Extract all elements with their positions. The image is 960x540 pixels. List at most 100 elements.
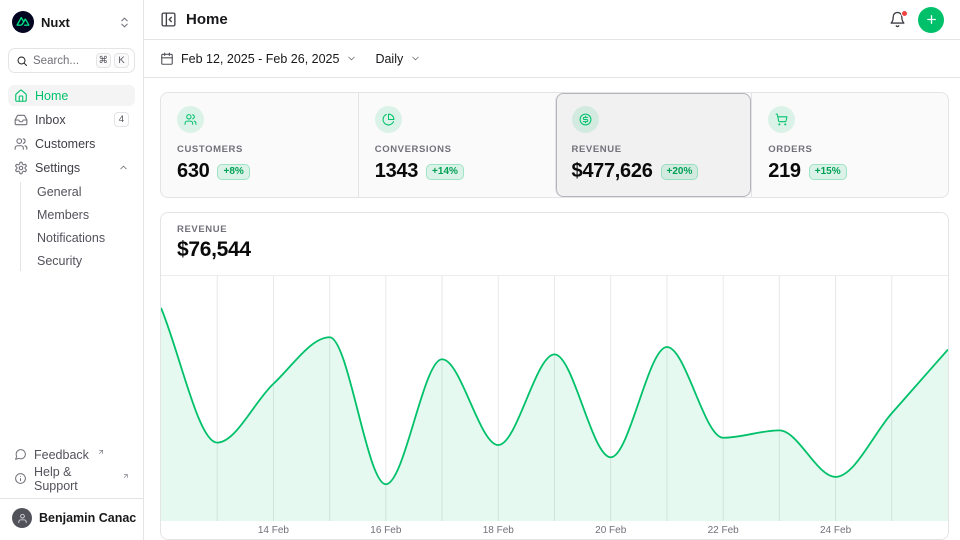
- x-axis-tick: 14 Feb: [257, 525, 289, 536]
- stat-card-revenue[interactable]: REVENUE $477,626 +20%: [554, 93, 752, 197]
- chat-bubble-icon: [15, 449, 26, 460]
- avatar: [12, 508, 32, 528]
- kbd-cmd: ⌘: [95, 53, 111, 68]
- sidebar-item-label: Members: [37, 208, 90, 222]
- side-link-label: Feedback: [34, 447, 89, 462]
- chevron-down-icon: [348, 56, 356, 61]
- date-range-label: Feb 12, 2025 - Feb 26, 2025: [181, 51, 340, 66]
- stat-value: 630: [177, 160, 210, 182]
- pie-chart-icon: [374, 106, 402, 133]
- sidebar-item-customers[interactable]: Customers: [8, 133, 135, 154]
- chart-title: REVENUE: [177, 224, 228, 235]
- stat-value: $477,626: [571, 160, 653, 182]
- search-icon: [17, 56, 27, 66]
- dollar-circle-icon: [571, 106, 599, 133]
- sidebar-item-label: General: [37, 185, 82, 199]
- info-circle-icon: [15, 473, 26, 484]
- sidebar-item-home[interactable]: Home: [8, 85, 135, 106]
- x-axis-tick: 22 Feb: [707, 525, 739, 536]
- period-label: Daily: [375, 51, 404, 66]
- help-support-link[interactable]: Help & Support: [8, 465, 135, 493]
- search-input[interactable]: Search... ⌘ K: [8, 48, 135, 73]
- calendar-icon: [161, 52, 173, 65]
- x-axis-tick: 16 Feb: [370, 525, 402, 536]
- stat-value: 219: [768, 160, 801, 182]
- sidebar-item-label: Inbox: [35, 112, 66, 127]
- search-placeholder: Search...: [33, 54, 80, 67]
- change-badge: +8%: [217, 163, 250, 180]
- chart-current-value: $76,544: [177, 238, 251, 261]
- workspace-switcher[interactable]: Nuxt: [8, 8, 135, 36]
- chevron-down-icon: [412, 56, 419, 61]
- stat-label: REVENUE: [571, 144, 622, 155]
- period-select[interactable]: Daily: [375, 52, 421, 66]
- sidebar-footer-links: Feedback Help & Support: [8, 444, 135, 493]
- stat-card-orders[interactable]: ORDERS 219 +15%: [751, 93, 948, 197]
- stat-card-conversions[interactable]: CONVERSIONS 1343 +14%: [357, 93, 555, 197]
- change-badge: +20%: [660, 163, 699, 180]
- page-header: Home: [144, 0, 960, 40]
- bell-icon: [890, 11, 905, 28]
- user-name: Benjamin Canac: [39, 511, 137, 525]
- x-axis-tick: 18 Feb: [482, 525, 514, 536]
- shopping-cart-icon: [768, 106, 796, 133]
- revenue-area-chart[interactable]: [161, 275, 948, 521]
- settings-children: General Members Notifications Security: [20, 182, 135, 271]
- sidebar-item-security[interactable]: Security: [31, 251, 135, 271]
- sidebar-item-notifications[interactable]: Notifications: [31, 228, 135, 248]
- x-axis-tick: 24 Feb: [819, 525, 852, 536]
- plus-icon: [926, 15, 936, 24]
- revenue-chart-panel: REVENUE $76,544 14 Feb 16 Feb 18 Feb 20 Feb…: [160, 212, 949, 540]
- external-link-icon: [98, 449, 103, 454]
- stat-label: ORDERS: [768, 144, 813, 155]
- inbox-icon: [14, 114, 28, 125]
- sidebar-item-general[interactable]: General: [31, 182, 135, 202]
- chart-svg: [161, 276, 948, 521]
- nuxt-logo-icon: [12, 11, 34, 33]
- page-title: Home: [186, 11, 228, 28]
- sidebar-item-label: Customers: [35, 136, 96, 151]
- panel-left-close-icon[interactable]: [160, 11, 177, 28]
- x-axis: 14 Feb 16 Feb 18 Feb 20 Feb 22 Feb 24 Feb: [161, 525, 948, 539]
- side-link-label: Help & Support: [34, 464, 78, 493]
- sidebar-item-label: Home: [35, 88, 69, 103]
- feedback-link[interactable]: Feedback: [8, 444, 135, 465]
- main-area: Home Feb 12, 2025 - Feb 26, 2025 Daily: [144, 0, 960, 540]
- sidebar-user-section: Benjamin Canac: [0, 498, 143, 532]
- dashboard-content: CUSTOMERS 630 +8% CONVERSIONS 1343 +14% …: [144, 78, 960, 540]
- search-shortcut: ⌘ K: [95, 53, 129, 68]
- notification-dot: [901, 10, 908, 17]
- home-icon: [15, 89, 27, 102]
- sidebar-item-label: Settings: [35, 160, 81, 175]
- stat-label: CUSTOMERS: [177, 144, 243, 155]
- notifications-button[interactable]: [889, 10, 908, 28]
- filters-toolbar: Feb 12, 2025 - Feb 26, 2025 Daily: [144, 40, 960, 78]
- change-badge: +15%: [808, 163, 847, 180]
- sidebar: Nuxt Search... ⌘ K Home Inbox 4 Customer…: [0, 0, 144, 540]
- change-badge: +14%: [426, 163, 464, 180]
- sidebar-item-members[interactable]: Members: [31, 205, 135, 225]
- sidebar-item-settings[interactable]: Settings: [8, 157, 135, 178]
- external-link-icon: [123, 473, 128, 478]
- chevron-up-down-icon: [121, 17, 128, 27]
- kbd-k: K: [114, 53, 129, 68]
- stat-card-customers[interactable]: CUSTOMERS 630 +8%: [161, 93, 358, 197]
- stat-label: CONVERSIONS: [374, 144, 452, 155]
- chevron-up-icon: [120, 165, 127, 170]
- sidebar-item-inbox[interactable]: Inbox 4: [8, 109, 135, 130]
- users-icon: [14, 137, 28, 150]
- add-button[interactable]: [918, 6, 944, 33]
- workspace-name: Nuxt: [41, 14, 70, 30]
- sidebar-item-label: Security: [37, 254, 83, 268]
- x-axis-tick: 20 Feb: [595, 525, 627, 536]
- date-range-picker[interactable]: Feb 12, 2025 - Feb 26, 2025: [160, 52, 357, 66]
- user-menu[interactable]: Benjamin Canac: [8, 506, 137, 530]
- stat-value: 1343: [374, 160, 419, 182]
- inbox-count-badge: 4: [113, 112, 129, 127]
- sidebar-nav: Home Inbox 4 Customers Settings General …: [8, 85, 135, 271]
- sidebar-item-label: Notifications: [37, 231, 106, 245]
- user-icon: [17, 513, 27, 523]
- gear-icon: [15, 161, 27, 174]
- stats-row: CUSTOMERS 630 +8% CONVERSIONS 1343 +14% …: [160, 92, 949, 198]
- users-icon: [177, 106, 204, 133]
